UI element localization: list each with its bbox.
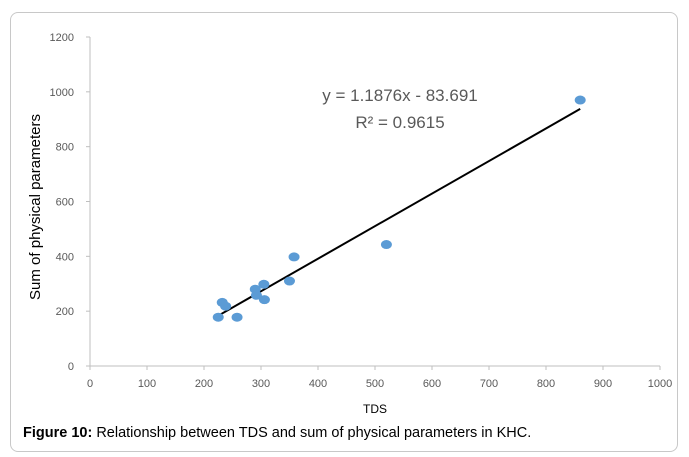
y-tick-label: 200 — [56, 306, 74, 318]
x-tick-label: 500 — [366, 378, 384, 390]
data-point — [258, 295, 270, 305]
x-tick-label: 600 — [423, 378, 441, 390]
x-tick-label: 1000 — [648, 378, 672, 390]
x-tick-label: 400 — [309, 378, 327, 390]
x-tick-label: 200 — [195, 378, 213, 390]
y-tick-label: 400 — [56, 251, 74, 263]
y-tick-label: 1200 — [50, 32, 74, 44]
x-tick-label: 700 — [480, 378, 498, 390]
y-tick-label: 1000 — [50, 87, 74, 99]
x-tick-label: 800 — [537, 378, 555, 390]
x-tick-label: 900 — [594, 378, 612, 390]
x-axis-title: TDS — [363, 402, 387, 416]
y-tick-label: 0 — [68, 361, 74, 373]
x-tick-label: 100 — [138, 378, 156, 390]
data-point — [220, 301, 232, 311]
y-tick-label: 800 — [56, 142, 74, 154]
data-point — [284, 276, 295, 286]
trendline — [217, 108, 581, 317]
data-point — [288, 252, 300, 262]
x-tick-label: 300 — [252, 378, 270, 390]
figure-caption: Figure 10: Relationship between TDS and … — [23, 425, 683, 441]
data-point — [231, 312, 243, 322]
data-point — [258, 279, 270, 289]
data-points — [212, 95, 586, 322]
y-axis-title: Sum of physical parameters — [27, 114, 44, 300]
data-point — [250, 290, 262, 300]
data-point — [574, 95, 586, 105]
figure-caption-text: Relationship between TDS and sum of phys… — [92, 425, 532, 441]
figure-caption-label: Figure 10: — [23, 425, 93, 441]
tick-labels: 0 100 200 300 400 500 600 700 800 900 1000 0 200 400 6… — [50, 32, 673, 390]
data-point — [212, 312, 224, 322]
x-tick-label: 0 — [87, 378, 93, 390]
chart-axes — [86, 36, 661, 370]
chart-frame — [10, 12, 678, 452]
trendline-group — [217, 108, 581, 317]
r-squared-label: R² = 0.9615 — [355, 113, 444, 132]
trendline-equation: y = 1.1876x - 83.691 — [322, 86, 477, 105]
data-point — [380, 240, 392, 250]
y-tick-label: 600 — [56, 197, 74, 209]
